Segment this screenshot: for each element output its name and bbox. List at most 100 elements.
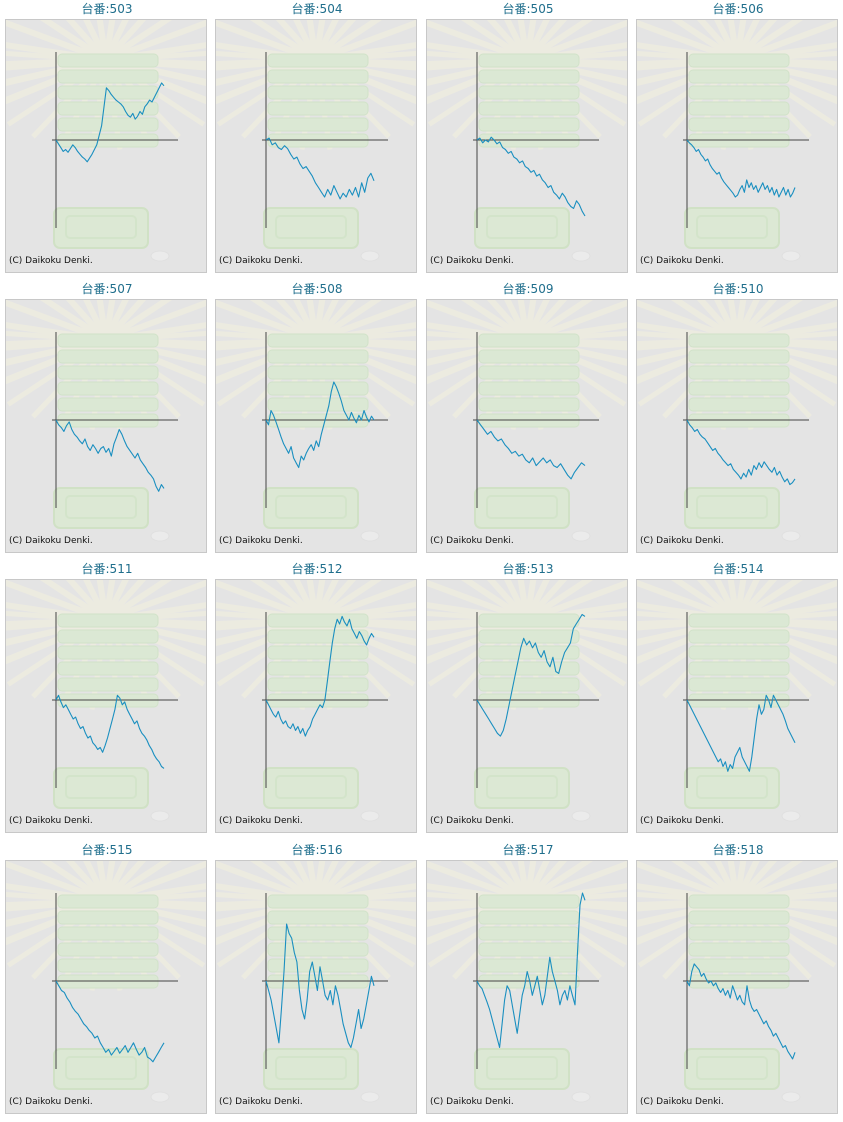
machine-chart: 台番:510 (C) Daikoku Denki.: [633, 280, 843, 560]
line-chart: [637, 20, 837, 262]
machine-chart: 台番:518 (C) Daikoku Denki.: [633, 841, 843, 1121]
chart-panel: (C) Daikoku Denki.: [636, 860, 838, 1114]
machine-number-title: 台番:514: [712, 562, 764, 576]
line-chart: [6, 300, 206, 542]
copyright-text: (C) Daikoku Denki.: [640, 816, 724, 826]
copyright-text: (C) Daikoku Denki.: [640, 1097, 724, 1107]
machine-number-title: 台番:511: [81, 562, 133, 576]
machine-number-title: 台番:509: [502, 282, 554, 296]
copyright-text: (C) Daikoku Denki.: [640, 536, 724, 546]
copyright-text: (C) Daikoku Denki.: [9, 816, 93, 826]
background-decoration: [637, 861, 837, 1103]
machine-number-title: 台番:515: [81, 843, 133, 857]
copyright-text: (C) Daikoku Denki.: [430, 1097, 514, 1107]
line-chart: [6, 580, 206, 822]
machine-chart: 台番:516 (C) Daikoku Denki.: [212, 841, 422, 1121]
machine-chart: 台番:503 (C) Daikoku Denki.: [2, 0, 212, 280]
line-chart: [637, 580, 837, 822]
line-chart: [427, 861, 627, 1103]
machine-chart: 台番:514 (C) Daikoku Denki.: [633, 560, 843, 840]
copyright-text: (C) Daikoku Denki.: [430, 816, 514, 826]
machine-number-title: 台番:513: [502, 562, 554, 576]
line-chart: [216, 861, 416, 1103]
chart-panel: (C) Daikoku Denki.: [426, 299, 628, 553]
machine-number-title: 台番:506: [712, 2, 764, 16]
copyright-text: (C) Daikoku Denki.: [219, 1097, 303, 1107]
line-chart: [6, 861, 206, 1103]
background-decoration: [637, 20, 837, 262]
background-decoration: [6, 861, 206, 1103]
series-line: [686, 963, 796, 1060]
line-chart: [637, 300, 837, 542]
line-chart: [6, 20, 206, 262]
series-line: [265, 381, 375, 469]
series-line: [476, 419, 586, 480]
machine-chart: 台番:504 (C) Daikoku Denki.: [212, 0, 422, 280]
machine-chart: 台番:517 (C) Daikoku Denki.: [423, 841, 633, 1121]
copyright-text: (C) Daikoku Denki.: [640, 256, 724, 266]
series-line: [476, 892, 586, 1049]
background-decoration: [427, 300, 627, 542]
chart-panel: (C) Daikoku Denki.: [215, 299, 417, 553]
copyright-text: (C) Daikoku Denki.: [219, 816, 303, 826]
line-chart: [216, 20, 416, 262]
chart-panel: (C) Daikoku Denki.: [636, 299, 838, 553]
background-decoration: [216, 861, 416, 1103]
copyright-text: (C) Daikoku Denki.: [430, 536, 514, 546]
machine-number-title: 台番:507: [81, 282, 133, 296]
series-line: [55, 419, 165, 492]
machine-chart: 台番:515 (C) Daikoku Denki.: [2, 841, 212, 1121]
machine-chart: 台番:505 (C) Daikoku Denki.: [423, 0, 633, 280]
background-decoration: [216, 300, 416, 542]
machine-number-title: 台番:516: [291, 843, 343, 857]
series-line: [265, 923, 375, 1049]
copyright-text: (C) Daikoku Denki.: [219, 536, 303, 546]
chart-panel: (C) Daikoku Denki.: [636, 19, 838, 273]
copyright-text: (C) Daikoku Denki.: [9, 1097, 93, 1107]
copyright-text: (C) Daikoku Denki.: [430, 256, 514, 266]
machine-chart: 台番:507 (C) Daikoku Denki.: [2, 280, 212, 560]
background-decoration: [216, 580, 416, 822]
series-line: [686, 419, 796, 486]
background-decoration: [6, 580, 206, 822]
machine-chart: 台番:508 (C) Daikoku Denki.: [212, 280, 422, 560]
background-decoration: [637, 580, 837, 822]
chart-panel: (C) Daikoku Denki.: [215, 19, 417, 273]
series-line: [686, 694, 796, 772]
line-chart: [427, 300, 627, 542]
background-decoration: [6, 20, 206, 262]
machine-number-title: 台番:508: [291, 282, 343, 296]
chart-panel: (C) Daikoku Denki.: [5, 579, 207, 833]
line-chart: [637, 861, 837, 1103]
series-line: [55, 82, 165, 163]
series-line: [265, 615, 375, 737]
chart-panel: (C) Daikoku Denki.: [426, 579, 628, 833]
machine-chart: 台番:512 (C) Daikoku Denki.: [212, 560, 422, 840]
chart-panel: (C) Daikoku Denki.: [426, 19, 628, 273]
series-line: [55, 694, 165, 769]
background-decoration: [216, 20, 416, 262]
chart-panel: (C) Daikoku Denki.: [5, 19, 207, 273]
copyright-text: (C) Daikoku Denki.: [9, 256, 93, 266]
chart-panel: (C) Daikoku Denki.: [5, 860, 207, 1114]
series-line: [476, 136, 586, 217]
machine-number-title: 台番:505: [502, 2, 554, 16]
series-line: [55, 980, 165, 1063]
series-line: [476, 613, 586, 737]
machine-number-title: 台番:517: [502, 843, 554, 857]
machine-number-title: 台番:504: [291, 2, 343, 16]
line-chart: [216, 580, 416, 822]
series-line: [265, 137, 375, 200]
chart-panel: (C) Daikoku Denki.: [5, 299, 207, 553]
series-line: [686, 139, 796, 198]
line-chart: [216, 300, 416, 542]
copyright-text: (C) Daikoku Denki.: [219, 256, 303, 266]
line-chart: [427, 580, 627, 822]
chart-panel: (C) Daikoku Denki.: [215, 579, 417, 833]
machine-number-title: 台番:518: [712, 843, 764, 857]
chart-panel: (C) Daikoku Denki.: [215, 860, 417, 1114]
machine-chart: 台番:513 (C) Daikoku Denki.: [423, 560, 633, 840]
chart-panel: (C) Daikoku Denki.: [426, 860, 628, 1114]
machine-chart: 台番:509 (C) Daikoku Denki.: [423, 280, 633, 560]
